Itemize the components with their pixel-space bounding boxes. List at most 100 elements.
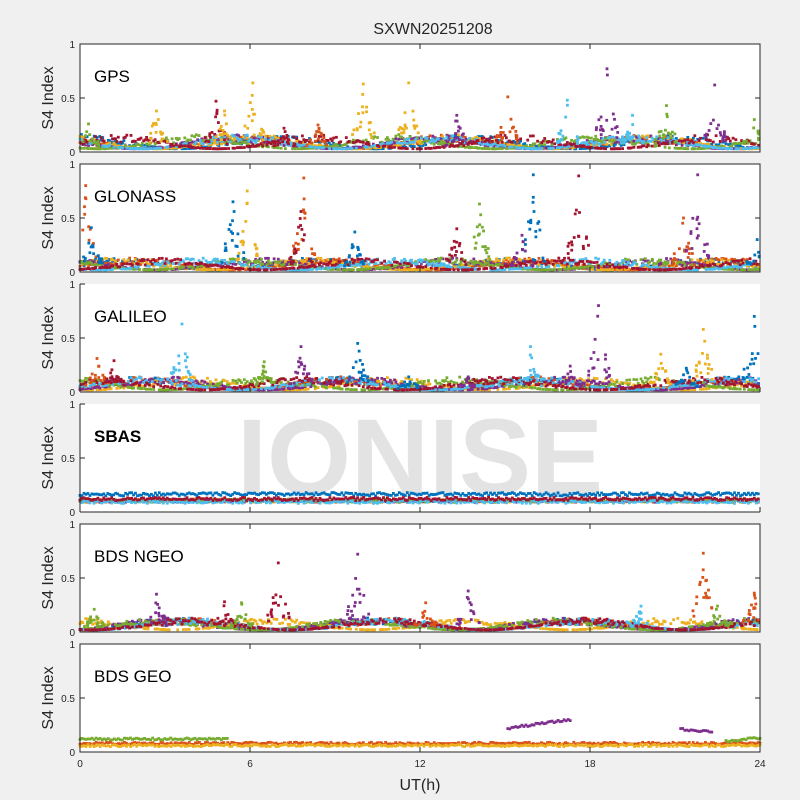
data-point [285, 267, 289, 270]
data-point [303, 262, 307, 266]
data-point [658, 144, 661, 147]
data-point [151, 124, 154, 128]
data-point [265, 268, 269, 272]
data-point [381, 142, 385, 146]
data-point [432, 146, 436, 150]
data-point [142, 147, 146, 151]
data-point [281, 265, 284, 269]
data-point [415, 136, 419, 139]
data-point [645, 138, 649, 141]
data-point [445, 135, 449, 139]
data-point [585, 135, 589, 139]
data-point [541, 144, 545, 148]
data-point [483, 144, 487, 147]
data-point [570, 139, 573, 142]
data-point [645, 145, 649, 149]
data-point [582, 147, 586, 150]
data-point [161, 137, 164, 141]
data-point [233, 146, 236, 150]
data-point [737, 259, 741, 263]
data-point [217, 121, 220, 124]
data-point [551, 259, 555, 263]
data-point [354, 146, 358, 150]
data-point [614, 263, 617, 267]
data-point [534, 261, 538, 265]
data-point [329, 259, 333, 263]
data-point [424, 143, 428, 147]
data-point [684, 266, 688, 270]
data-point [292, 244, 295, 248]
data-point [252, 133, 256, 137]
data-point [437, 139, 440, 143]
data-point [621, 147, 624, 150]
data-point [671, 130, 674, 134]
data-point [741, 261, 745, 265]
data-point [133, 140, 137, 143]
data-point [400, 145, 403, 149]
data-point [675, 143, 678, 147]
data-point [366, 141, 369, 144]
data-point [82, 267, 86, 271]
data-point [315, 130, 318, 133]
data-point [203, 136, 207, 139]
data-point [402, 128, 406, 131]
data-point [213, 139, 216, 142]
data-point [227, 138, 231, 141]
data-point [691, 216, 695, 220]
data-point [369, 121, 372, 124]
data-point [176, 257, 180, 261]
data-point [666, 131, 670, 135]
data-point [425, 136, 429, 140]
data-point [231, 266, 235, 270]
y-axis-label: S4 Index [40, 66, 57, 129]
data-point [102, 139, 106, 143]
data-point [186, 138, 190, 142]
data-point [411, 109, 415, 113]
data-point [251, 263, 255, 267]
data-point [659, 141, 663, 145]
data-point [577, 174, 581, 178]
data-point [108, 143, 112, 147]
data-point [397, 268, 401, 271]
data-point [752, 142, 756, 146]
data-point [657, 130, 661, 134]
data-point [517, 142, 521, 145]
data-point [722, 139, 725, 143]
data-point [359, 253, 362, 257]
data-point [407, 137, 411, 141]
data-point [230, 239, 234, 242]
data-point [149, 131, 153, 135]
data-point [592, 138, 596, 141]
data-point [558, 140, 561, 144]
data-point [611, 147, 615, 151]
data-point [108, 141, 112, 145]
data-point [348, 260, 352, 264]
data-point [404, 138, 408, 141]
data-point [511, 260, 514, 264]
data-point [431, 137, 435, 141]
data-point [284, 140, 287, 144]
data-point [293, 147, 297, 151]
data-point [714, 134, 718, 138]
data-point [187, 141, 191, 145]
data-point [259, 142, 263, 145]
data-point [337, 262, 341, 266]
data-point [172, 144, 175, 148]
data-point [743, 258, 746, 262]
data-point [193, 144, 197, 148]
data-point [216, 142, 219, 146]
data-point [599, 142, 603, 146]
data-point [523, 147, 527, 151]
data-point [701, 259, 705, 262]
data-point [456, 136, 459, 139]
data-point [684, 147, 688, 151]
data-point [157, 257, 161, 260]
data-point [556, 141, 559, 144]
data-point [526, 138, 530, 142]
data-point [160, 146, 164, 149]
data-point [710, 145, 714, 149]
data-point [514, 142, 518, 146]
data-point [442, 137, 446, 141]
data-point [540, 141, 544, 145]
data-point [658, 134, 662, 138]
